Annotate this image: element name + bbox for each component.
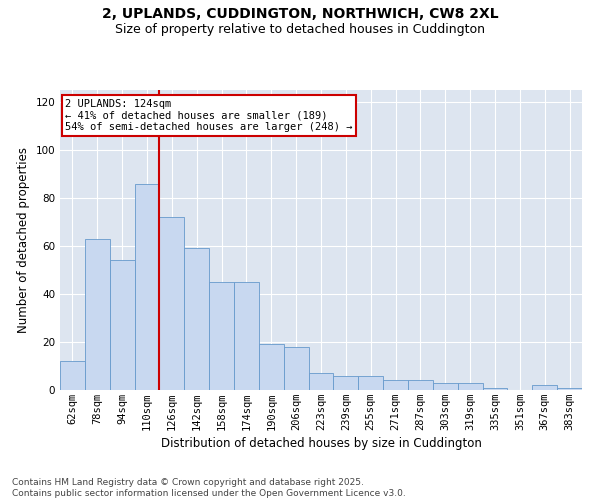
- Bar: [60, 361, 85, 390]
- Text: 2 UPLANDS: 124sqm
← 41% of detached houses are smaller (189)
54% of semi-detache: 2 UPLANDS: 124sqm ← 41% of detached hous…: [65, 99, 353, 132]
- Bar: [308, 373, 334, 390]
- Text: Contains HM Land Registry data © Crown copyright and database right 2025.
Contai: Contains HM Land Registry data © Crown c…: [12, 478, 406, 498]
- Bar: [532, 385, 557, 390]
- Bar: [358, 376, 383, 390]
- Bar: [383, 380, 408, 390]
- Bar: [209, 282, 234, 390]
- Bar: [334, 376, 358, 390]
- Bar: [259, 344, 284, 390]
- Bar: [160, 217, 184, 390]
- Bar: [284, 347, 308, 390]
- Bar: [110, 260, 134, 390]
- Bar: [433, 383, 458, 390]
- Y-axis label: Number of detached properties: Number of detached properties: [17, 147, 30, 333]
- X-axis label: Distribution of detached houses by size in Cuddington: Distribution of detached houses by size …: [161, 437, 481, 450]
- Text: 2, UPLANDS, CUDDINGTON, NORTHWICH, CW8 2XL: 2, UPLANDS, CUDDINGTON, NORTHWICH, CW8 2…: [101, 8, 499, 22]
- Bar: [184, 248, 209, 390]
- Bar: [234, 282, 259, 390]
- Text: Size of property relative to detached houses in Cuddington: Size of property relative to detached ho…: [115, 22, 485, 36]
- Bar: [482, 388, 508, 390]
- Bar: [134, 184, 160, 390]
- Bar: [85, 239, 110, 390]
- Bar: [557, 388, 582, 390]
- Bar: [458, 383, 482, 390]
- Bar: [408, 380, 433, 390]
